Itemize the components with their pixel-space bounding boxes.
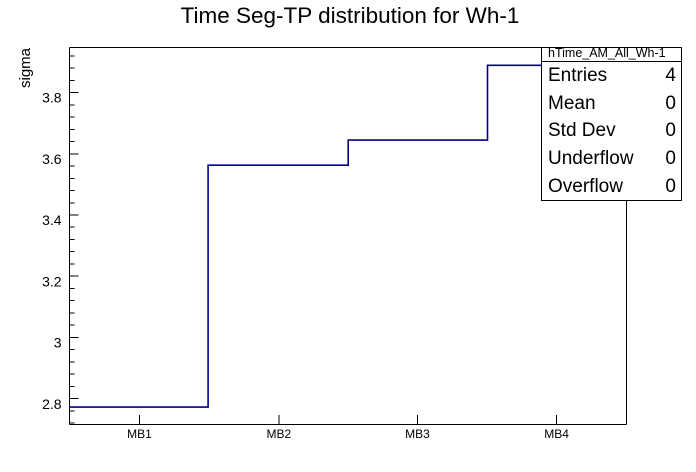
svg-text:hTime_AM_All_Wh-1: hTime_AM_All_Wh-1	[548, 46, 666, 60]
svg-text:3.8: 3.8	[42, 90, 62, 106]
svg-text:3.2: 3.2	[42, 273, 62, 289]
svg-text:MB1: MB1	[127, 427, 152, 441]
svg-text:MB3: MB3	[405, 427, 430, 441]
svg-text:Std Dev: Std Dev	[548, 120, 616, 141]
svg-text:sigma: sigma	[17, 47, 34, 88]
svg-text:Mean: Mean	[548, 93, 596, 114]
svg-text:3.4: 3.4	[42, 212, 62, 228]
svg-text:0: 0	[665, 176, 676, 197]
svg-text:3.6: 3.6	[42, 151, 62, 167]
svg-text:MB4: MB4	[544, 427, 569, 441]
svg-text:MB2: MB2	[266, 427, 291, 441]
svg-text:Entries: Entries	[548, 65, 607, 86]
svg-text:2.8: 2.8	[42, 396, 62, 412]
svg-text:Time Seg-TP distribution for W: Time Seg-TP distribution for Wh-1	[181, 3, 520, 28]
svg-text:0: 0	[665, 93, 676, 114]
svg-text:3: 3	[54, 335, 62, 351]
svg-text:Overflow: Overflow	[548, 176, 623, 197]
svg-text:4: 4	[665, 65, 676, 86]
svg-text:0: 0	[665, 148, 676, 169]
svg-text:0: 0	[665, 120, 676, 141]
svg-text:Underflow: Underflow	[548, 148, 634, 169]
